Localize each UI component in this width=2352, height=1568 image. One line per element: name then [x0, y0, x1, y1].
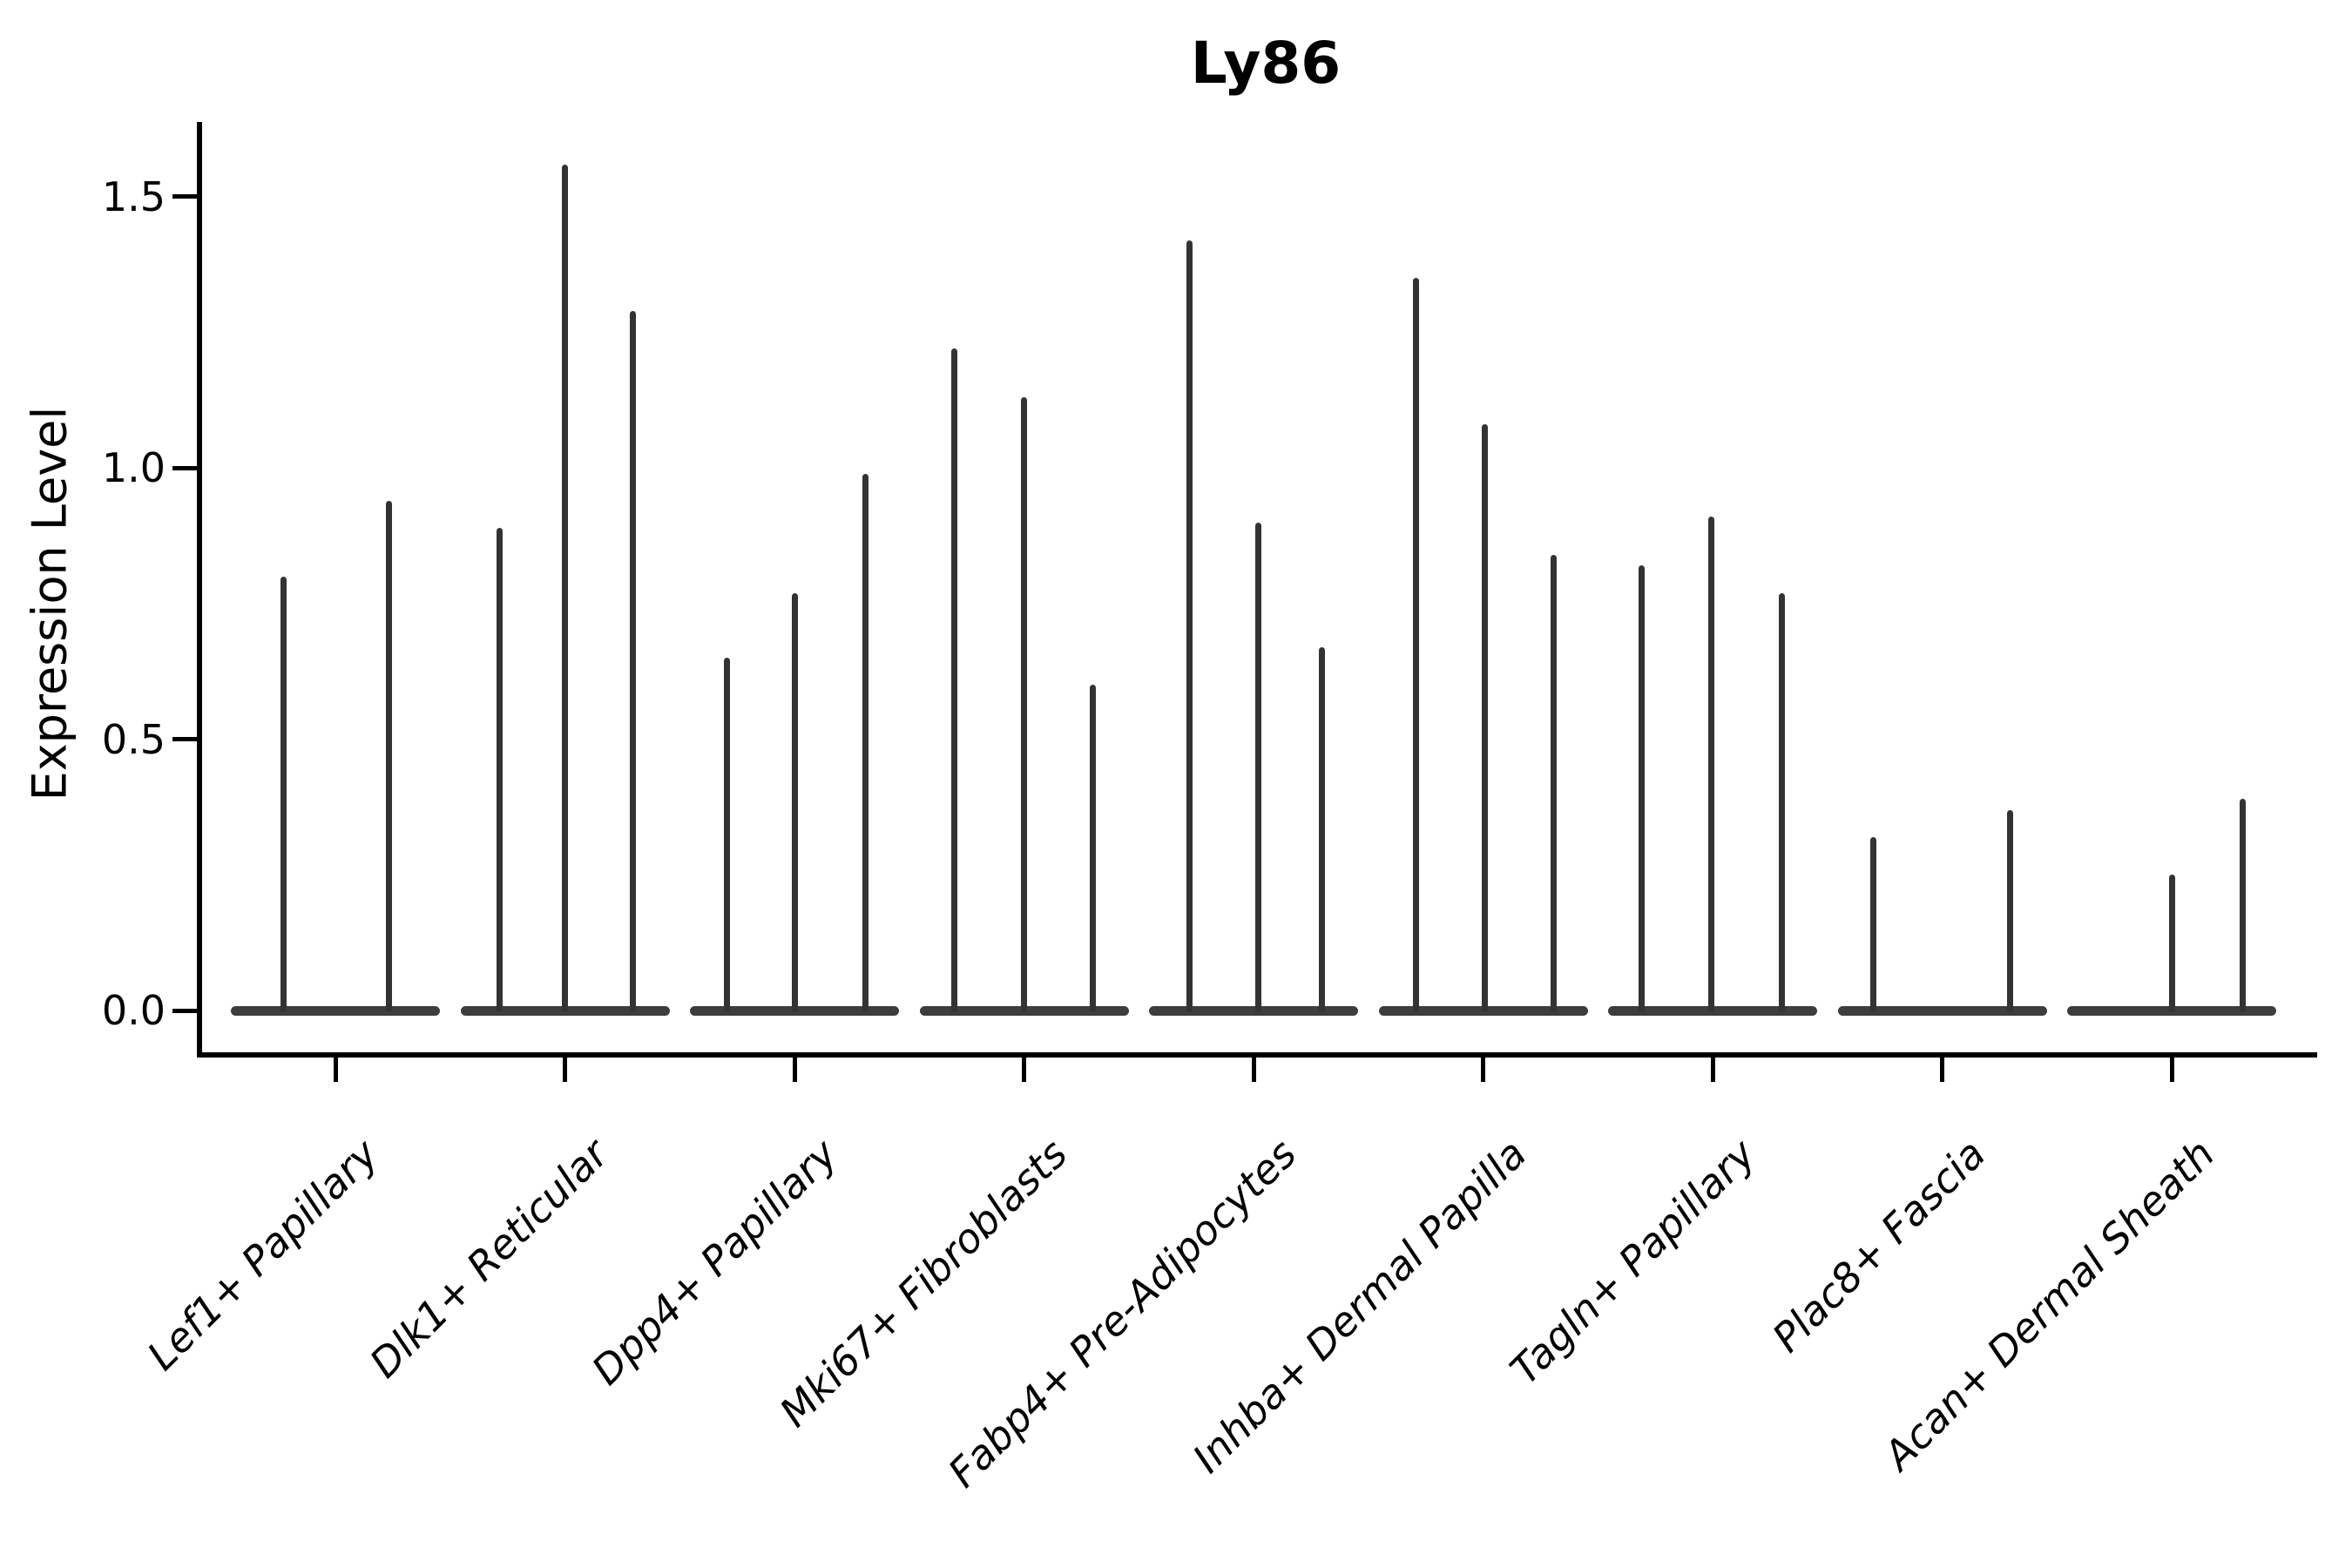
- violin-spike: [2168, 875, 2175, 1011]
- x-tick: [1481, 1058, 1485, 1082]
- x-tick: [2169, 1058, 2174, 1082]
- y-axis-spine: [197, 122, 202, 1058]
- y-tick-label: 0.0: [101, 987, 166, 1034]
- x-category-label: Lef1+ Papillary: [138, 1130, 388, 1380]
- violin-spike: [1482, 424, 1488, 1011]
- x-tick: [1940, 1058, 1944, 1082]
- y-tick: [172, 1008, 197, 1013]
- violin-spike: [630, 310, 636, 1011]
- violin-spike: [2007, 809, 2013, 1011]
- violin-spike: [1254, 522, 1261, 1011]
- x-tick: [1022, 1058, 1026, 1082]
- violin-spike: [1021, 397, 1027, 1011]
- x-tick: [792, 1058, 797, 1082]
- violin-spike: [951, 348, 957, 1011]
- x-axis-spine: [197, 1052, 2317, 1058]
- violin-spike: [1638, 565, 1645, 1011]
- violin-base: [1149, 1006, 1358, 1016]
- violin-spike: [1707, 517, 1714, 1011]
- y-tick: [172, 465, 197, 470]
- x-category-label: Tagln+ Papillary: [1501, 1130, 1765, 1394]
- violin-spike: [562, 164, 568, 1011]
- violin-spike: [385, 500, 392, 1011]
- violin-base: [1837, 1006, 2047, 1016]
- x-category-label: Plac8+ Fascia: [1762, 1130, 1994, 1362]
- y-tick-label: 1.5: [101, 172, 166, 220]
- y-tick: [172, 194, 197, 199]
- violin-spike: [1186, 240, 1193, 1011]
- violin-spike: [862, 473, 868, 1011]
- violin-spike: [1413, 278, 1419, 1011]
- x-category-label: Dpp4+ Papillary: [582, 1130, 847, 1394]
- x-tick: [1710, 1058, 1715, 1082]
- x-tick: [1251, 1058, 1256, 1082]
- violin-base: [231, 1006, 440, 1016]
- violin-spike: [497, 527, 503, 1011]
- y-tick: [172, 737, 197, 742]
- violin-spike: [2239, 799, 2246, 1011]
- violin-spike: [1870, 836, 1876, 1011]
- x-tick: [333, 1058, 338, 1082]
- violin-spike: [723, 658, 730, 1011]
- violin-spike: [1778, 592, 1785, 1011]
- y-tick-label: 0.5: [101, 715, 166, 763]
- x-tick: [563, 1058, 567, 1082]
- violin-spike: [1090, 685, 1096, 1011]
- violin-spike: [1551, 554, 1557, 1011]
- violin-spike: [280, 576, 287, 1011]
- y-tick-label: 1.0: [101, 444, 166, 492]
- violin-spike: [1318, 646, 1325, 1011]
- violin-spike: [791, 592, 798, 1011]
- x-category-label: Dlk1+ Reticular: [360, 1130, 617, 1387]
- figure-title: Ly86: [1190, 30, 1342, 97]
